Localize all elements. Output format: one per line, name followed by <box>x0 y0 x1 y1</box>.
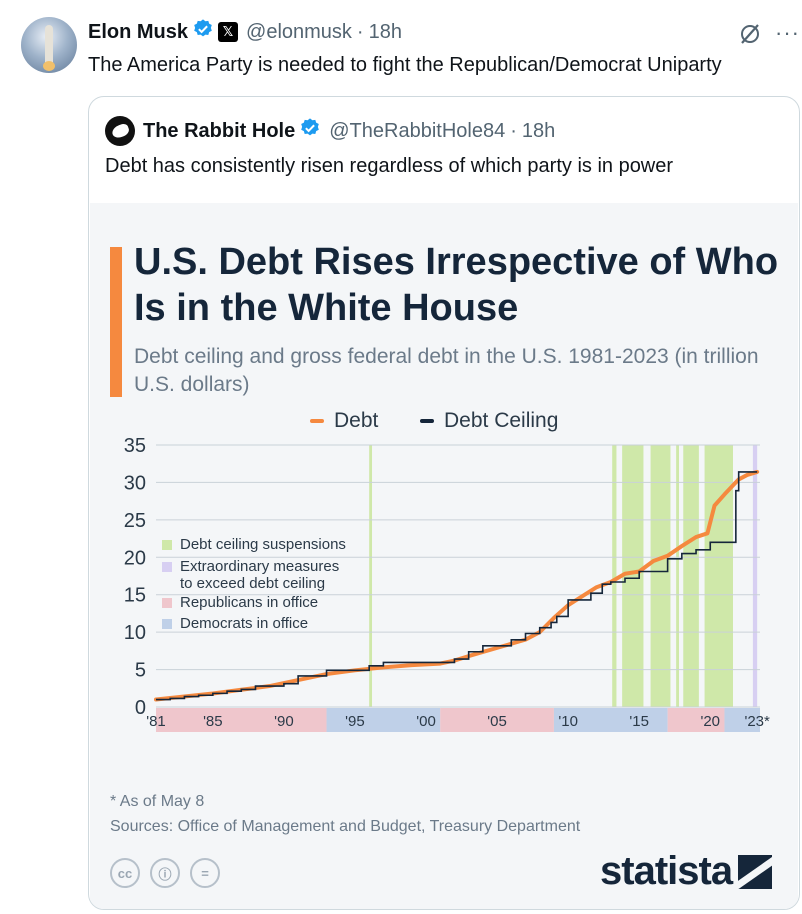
y-tick-label: 35 <box>124 437 146 457</box>
x-tick-label: '05 <box>487 713 507 730</box>
chart-footnote: * As of May 8 <box>110 793 205 810</box>
x-tick-label: '15 <box>629 713 649 730</box>
legend-item-debt: Debt <box>310 409 378 433</box>
rabbit-hole-avatar[interactable] <box>105 116 135 146</box>
x-affiliate-icon[interactable]: 𝕏 <box>218 22 239 42</box>
y-tick-label: 10 <box>124 622 146 644</box>
inner-legend-label: Debt ceiling suspensions <box>180 536 346 553</box>
author-avatar[interactable] <box>21 17 77 73</box>
party-term-band <box>667 708 725 732</box>
suspension-band <box>622 445 644 707</box>
x-tick-label: '90 <box>274 713 294 730</box>
party-term-band <box>724 708 760 732</box>
grok-icon[interactable] <box>738 22 762 51</box>
suspension-band <box>369 445 373 707</box>
x-tick-label: '20 <box>700 713 720 730</box>
party-term-band <box>440 708 554 732</box>
y-tick-label: 0 <box>135 697 146 719</box>
debt-chart-plot: 35 30 25 20 15 10 5 0'81 '85 '90 '95 '00 '05 '10 '15 '2… <box>124 437 770 732</box>
quoted-post[interactable]: The Rabbit Hole @TheRabbitHole84 · 18h D… <box>88 96 800 910</box>
no-derivatives-icon: = <box>190 858 220 888</box>
quote-time[interactable]: 18h <box>521 119 556 142</box>
post-time[interactable]: 18h <box>368 20 402 43</box>
inner-legend-label: Democrats in office <box>180 615 308 632</box>
dot-separator: · <box>510 119 517 142</box>
license-icons: cc ⓘ = <box>110 858 230 888</box>
chart-subtitle: Debt ceiling and gross federal debt in t… <box>134 345 759 396</box>
suspension-band <box>612 445 617 707</box>
flame-image <box>43 61 55 71</box>
legend-item-debt-ceiling: Debt Ceiling <box>420 409 558 433</box>
quote-handle[interactable]: @TheRabbitHole84 <box>329 119 506 142</box>
suspension-band <box>683 445 699 707</box>
chart-legend: Debt Debt Ceiling <box>90 409 798 439</box>
statista-logo: statista <box>600 849 773 894</box>
y-tick-label: 25 <box>124 510 146 532</box>
attribution-icon: ⓘ <box>150 858 180 888</box>
quote-text: Debt has consistently risen regardless o… <box>105 155 674 177</box>
y-tick-label: 30 <box>124 472 146 494</box>
chart-title: U.S. Debt Rises Irrespective of Who Is i… <box>134 241 779 329</box>
quote-header: The Rabbit Hole @TheRabbitHole84 · 18h <box>105 116 556 146</box>
rocket-image <box>45 25 53 65</box>
creative-commons-icon: cc <box>110 858 140 888</box>
x-tick-label: '85 <box>203 713 223 730</box>
inner-legend-label: to exceed debt ceiling <box>180 575 325 592</box>
verified-badge-icon <box>192 18 214 46</box>
title-accent-bar <box>110 247 122 397</box>
x-tick-label: '00 <box>416 713 436 730</box>
suspension-band <box>650 445 671 707</box>
post-header: Elon Musk 𝕏 @elonmusk · 18h <box>88 18 402 46</box>
legend-label: Debt Ceiling <box>444 409 559 432</box>
party-term-band <box>326 708 441 732</box>
y-tick-label: 5 <box>135 660 146 682</box>
chart-image[interactable]: U.S. Debt Rises Irrespective of Who Is i… <box>90 203 798 909</box>
quote-author-name[interactable]: The Rabbit Hole <box>143 119 296 142</box>
extraordinary-band <box>752 445 758 707</box>
suspension-band <box>676 445 679 707</box>
inner-legend-swatch <box>162 562 172 572</box>
inner-legend-label: Extraordinary measures <box>180 558 339 575</box>
inner-legend-swatch <box>162 619 172 629</box>
debt-ceiling-line <box>156 471 758 701</box>
post-text: The America Party is needed to fight the… <box>88 54 722 76</box>
legend-swatch-debt-ceiling <box>420 419 434 423</box>
inner-legend-label: Republicans in office <box>180 594 318 611</box>
x-tick-label: '23* <box>744 713 770 730</box>
inner-legend-swatch <box>162 598 172 608</box>
author-name[interactable]: Elon Musk <box>88 20 189 43</box>
x-tick-label: '95 <box>345 713 365 730</box>
x-tick-label: '10 <box>558 713 578 730</box>
party-term-band <box>156 708 327 732</box>
statista-wordmark: statista <box>600 849 733 893</box>
legend-label: Debt <box>334 409 379 432</box>
legend-swatch-debt <box>310 419 324 423</box>
x-tick-label: '81 <box>146 713 166 730</box>
suspension-band <box>704 445 733 707</box>
debt-line <box>154 469 760 702</box>
party-term-band <box>553 708 668 732</box>
more-options-icon[interactable]: ··· <box>775 20 800 45</box>
inner-legend-swatch <box>162 540 172 550</box>
verified-badge-icon <box>299 117 321 145</box>
dot-separator: · <box>356 20 364 43</box>
y-tick-label: 20 <box>124 547 146 569</box>
chart-sources: Sources: Office of Management and Budget… <box>110 818 581 835</box>
y-tick-label: 15 <box>124 585 146 607</box>
statista-logo-icon <box>738 854 773 889</box>
author-handle[interactable]: @elonmusk <box>246 20 352 43</box>
